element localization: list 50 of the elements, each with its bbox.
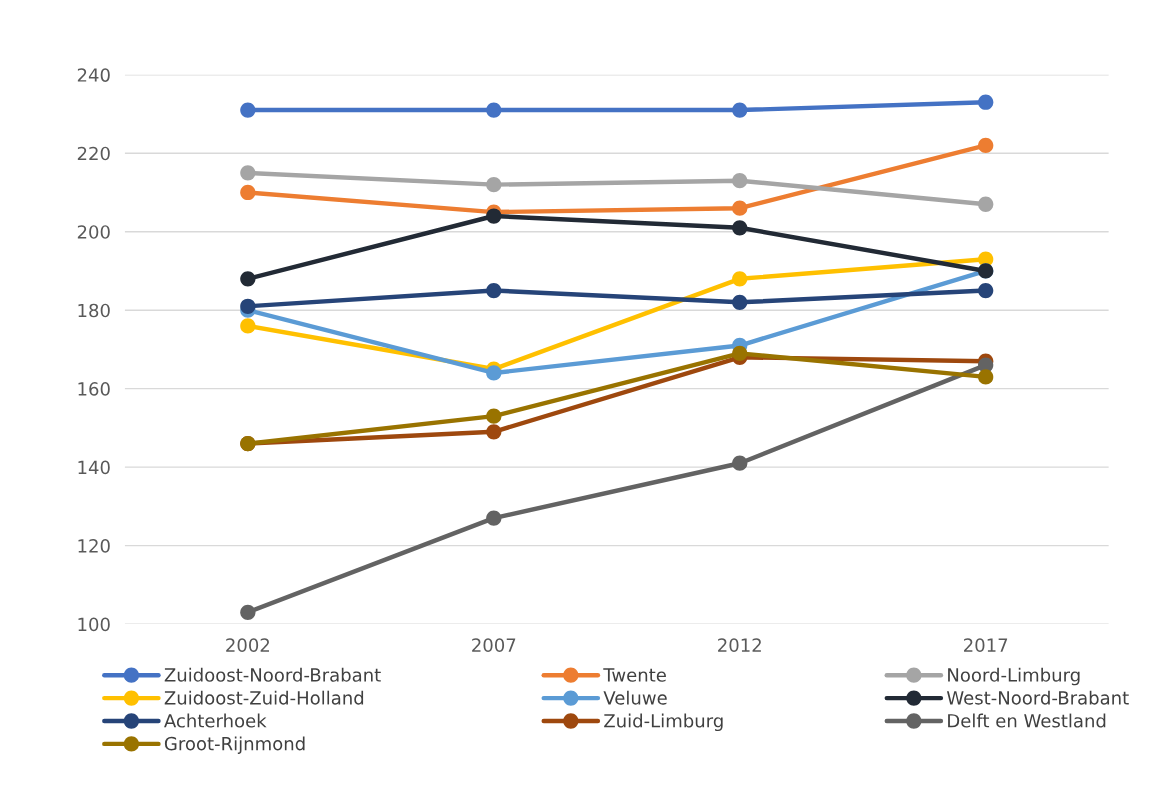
point — [732, 102, 748, 118]
point — [732, 345, 748, 361]
legend-label: Zuidoost-Noord-Brabant — [164, 667, 381, 682]
x-tick-label: 2012 — [718, 638, 761, 652]
point — [486, 510, 502, 526]
point — [978, 282, 994, 299]
point — [240, 318, 256, 334]
point — [978, 196, 994, 212]
point — [978, 94, 994, 110]
point — [732, 220, 748, 236]
point — [732, 173, 748, 189]
legend-label: West-Noord-Brabant — [946, 690, 1129, 705]
point — [240, 604, 256, 620]
point — [732, 455, 748, 471]
legend-label: Noord-Limburg — [948, 667, 1080, 686]
y-tick-label: 220 — [77, 146, 110, 161]
y-tick-label: 120 — [78, 539, 110, 553]
legend-label: Zuid-Limburg — [604, 713, 723, 732]
point — [486, 365, 502, 381]
point — [486, 176, 502, 193]
point — [978, 369, 994, 385]
point — [240, 271, 256, 287]
y-tick-label: 160 — [78, 382, 110, 396]
y-tick-label: 100 — [78, 617, 110, 632]
legend-label: Twente — [603, 668, 666, 682]
point — [240, 165, 256, 181]
point — [486, 282, 502, 299]
point — [732, 294, 748, 310]
point — [486, 102, 502, 118]
legend-label: Zuidoost-Zuid-Holland — [164, 690, 364, 705]
legend-label: Delft en Westland — [948, 713, 1106, 728]
x-tick-label: 2007 — [472, 638, 516, 652]
legend-label: Achterhoek — [164, 713, 267, 728]
point — [486, 208, 502, 224]
point — [732, 271, 748, 287]
legend-label: Veluwe — [603, 690, 667, 705]
point — [240, 102, 256, 118]
y-tick-label: 140 — [78, 460, 110, 475]
y-tick-label: 200 — [77, 225, 110, 239]
point — [486, 424, 502, 440]
x-tick-label: 2002 — [226, 638, 270, 652]
legend-label: Groot-Rijnmond — [164, 736, 305, 754]
point — [978, 137, 994, 154]
point — [240, 184, 256, 201]
y-tick-label: 240 — [77, 68, 110, 82]
point — [240, 298, 256, 314]
x-tick-label: 2017 — [964, 638, 1008, 652]
point — [732, 200, 748, 216]
point — [486, 408, 502, 424]
y-tick-label: 180 — [78, 303, 110, 318]
